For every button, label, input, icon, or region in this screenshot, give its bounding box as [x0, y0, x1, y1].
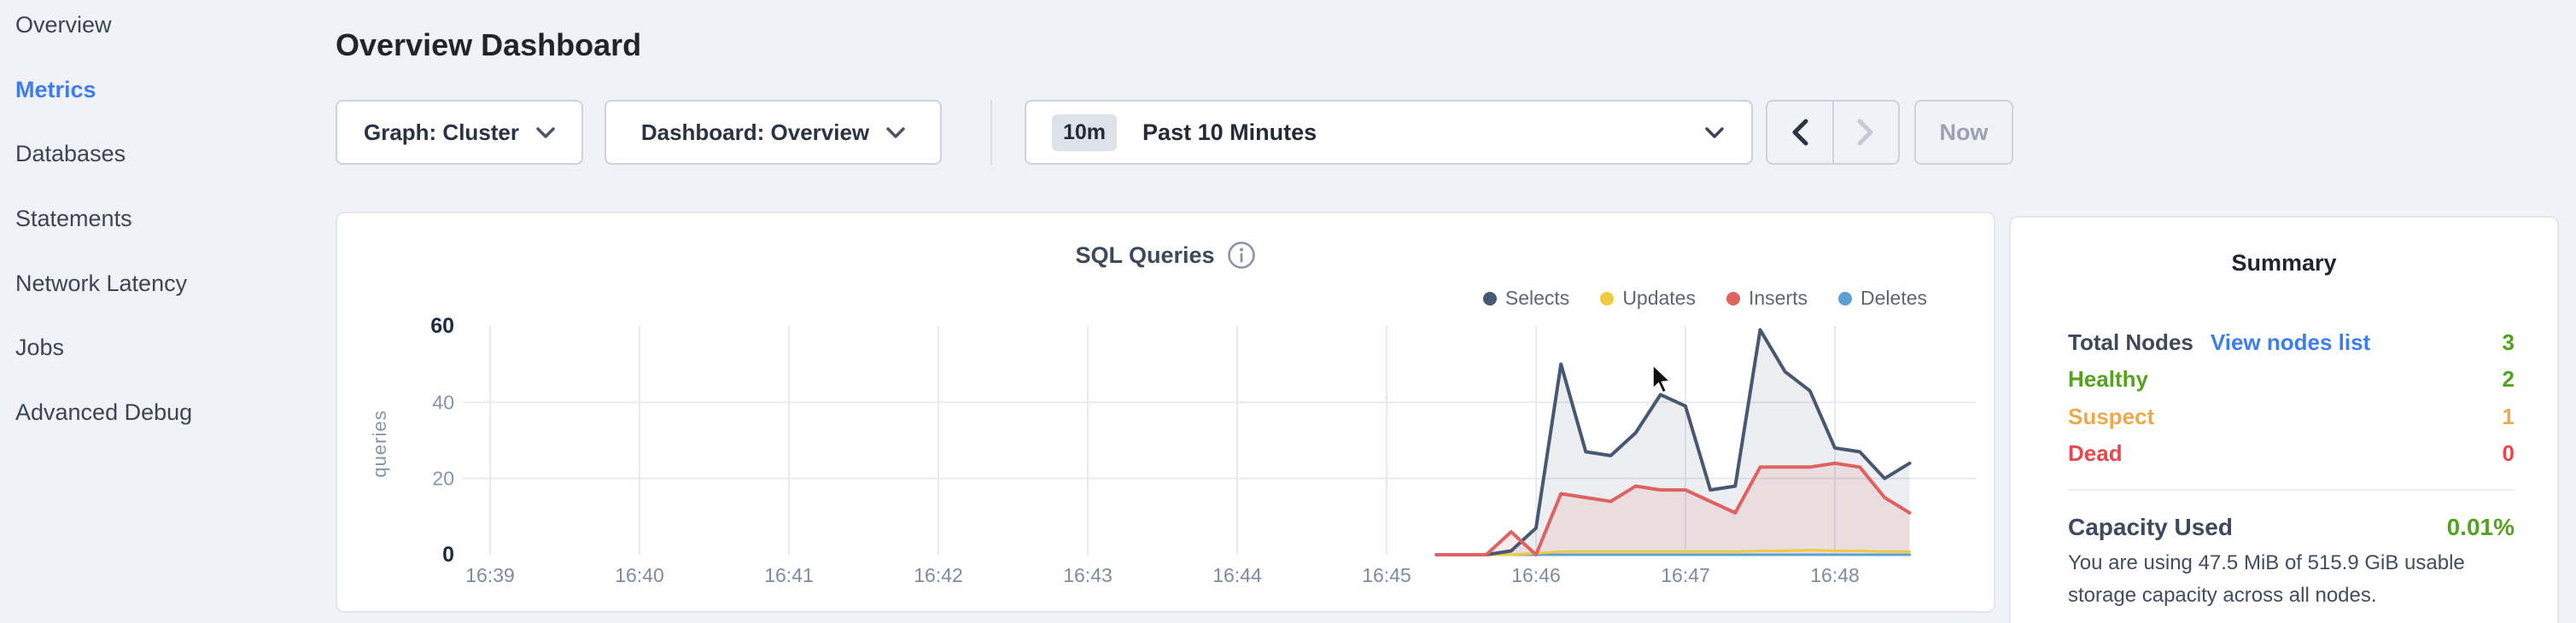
chevron-down-icon	[536, 126, 555, 138]
chart-legend: Selects Updates Inserts Deletes	[1482, 287, 1927, 310]
summary-panel: Summary Total Nodes View nodes list 3 Healt…	[2009, 216, 2559, 623]
legend-dot	[1482, 291, 1497, 306]
svg-text:16:45: 16:45	[1362, 564, 1411, 586]
sidebar: Overview Metrics Databases Statements Networ…	[0, 0, 324, 445]
sidebar-item-label: Advanced Debug	[15, 399, 193, 425]
sidebar-item-label: Overview	[15, 12, 112, 38]
summary-title: Summary	[2231, 250, 2337, 276]
sidebar-item-advanced-debug[interactable]: Advanced Debug	[0, 381, 324, 445]
time-range-badge: 10m	[1052, 114, 1118, 151]
dashboard-dropdown[interactable]: Dashboard: Overview	[605, 100, 942, 165]
sidebar-item-metrics[interactable]: Metrics	[0, 58, 324, 123]
chart-title: SQL Queries	[1075, 242, 1215, 268]
info-icon[interactable]	[1227, 241, 1256, 270]
view-nodes-list-link[interactable]: View nodes list	[2210, 329, 2371, 355]
toolbar-divider	[990, 100, 992, 165]
capacity-description: You are using 47.5 MiB of 515.9 GiB usab…	[2068, 551, 2465, 607]
sql-queries-chart-card: SQL Queries Selects Updates Inserts Deletes…	[336, 212, 1995, 613]
mouse-cursor	[1652, 364, 1672, 394]
legend-label: Inserts	[1748, 287, 1808, 309]
svg-text:16:39: 16:39	[465, 564, 515, 586]
sidebar-item-jobs[interactable]: Jobs	[0, 316, 324, 381]
capacity-used-value: 0.01%	[2446, 514, 2515, 540]
summary-divider	[2068, 489, 2515, 491]
svg-text:60: 60	[430, 314, 454, 338]
now-button[interactable]: Now	[1914, 100, 2013, 165]
next-time-button[interactable]	[1834, 102, 1899, 163]
svg-text:16:44: 16:44	[1212, 564, 1262, 586]
svg-text:16:41: 16:41	[764, 564, 814, 586]
svg-text:16:48: 16:48	[1810, 564, 1860, 586]
summary-row-value: 3	[2502, 329, 2515, 355]
legend-label: Selects	[1504, 287, 1570, 309]
prev-time-button[interactable]	[1767, 102, 1834, 163]
graph-dropdown[interactable]: Graph: Cluster	[336, 100, 583, 165]
svg-text:16:43: 16:43	[1063, 564, 1113, 586]
sidebar-item-statements[interactable]: Statements	[0, 187, 324, 252]
graph-dropdown-label: Graph: Cluster	[363, 119, 520, 145]
sidebar-item-label: Jobs	[15, 335, 65, 361]
legend-item-updates: Updates	[1600, 287, 1696, 310]
svg-text:queries: queries	[369, 410, 390, 477]
time-range-label: Past 10 Minutes	[1142, 119, 1317, 145]
legend-label: Updates	[1622, 287, 1696, 309]
legend-item-inserts: Inserts	[1726, 287, 1808, 310]
time-range-dropdown[interactable]: 10m Past 10 Minutes	[1025, 100, 1753, 165]
svg-text:16:46: 16:46	[1511, 564, 1561, 586]
legend-item-deletes: Deletes	[1838, 287, 1927, 310]
sidebar-item-label: Databases	[15, 141, 126, 167]
legend-dot	[1600, 291, 1615, 306]
summary-row-healthy: Healthy 2	[2068, 361, 2515, 399]
svg-text:16:40: 16:40	[615, 564, 664, 586]
now-button-label: Now	[1939, 119, 1989, 145]
time-step-control	[1766, 100, 1900, 165]
summary-row-value: 2	[2502, 366, 2515, 392]
summary-row-label: Suspect	[2068, 403, 2155, 429]
legend-label: Deletes	[1860, 287, 1927, 309]
chevron-left-icon	[1792, 119, 1808, 146]
svg-text:20: 20	[432, 468, 454, 490]
svg-text:16:42: 16:42	[914, 564, 963, 586]
sidebar-item-databases[interactable]: Databases	[0, 122, 324, 187]
summary-row-value: 1	[2502, 403, 2515, 429]
legend-dot	[1838, 291, 1853, 306]
sql-queries-plot: 16:39 16:40 16:41 16:42 16:43 16:44 16:45 16:46…	[369, 314, 1977, 586]
dashboard-dropdown-label: Dashboard: Overview	[640, 119, 870, 145]
svg-text:40: 40	[432, 391, 454, 413]
summary-row-total-nodes: Total Nodes View nodes list 3	[2068, 323, 2515, 361]
sidebar-item-network-latency[interactable]: Network Latency	[0, 251, 324, 316]
capacity-used-label: Capacity Used	[2068, 514, 2233, 540]
summary-row-label: Healthy	[2068, 366, 2148, 392]
summary-row-value: 0	[2502, 440, 2515, 466]
summary-row-label: Total Nodes	[2068, 329, 2193, 355]
legend-item-selects: Selects	[1482, 287, 1570, 310]
chevron-right-icon	[1857, 119, 1873, 146]
sidebar-item-label: Statements	[15, 206, 132, 232]
page-title: Overview Dashboard	[336, 27, 642, 63]
summary-row-dead: Dead 0	[2068, 435, 2515, 473]
legend-dot	[1726, 291, 1740, 306]
chevron-down-icon	[1705, 126, 1724, 138]
chevron-down-icon	[886, 126, 905, 138]
svg-text:16:47: 16:47	[1661, 564, 1710, 586]
summary-row-label: Dead	[2068, 440, 2123, 466]
sidebar-item-label: Network Latency	[15, 270, 188, 296]
sidebar-item-overview[interactable]: Overview	[0, 0, 324, 58]
sidebar-item-label: Metrics	[15, 76, 96, 102]
svg-text:0: 0	[442, 543, 454, 567]
summary-row-suspect: Suspect 1	[2068, 398, 2515, 435]
